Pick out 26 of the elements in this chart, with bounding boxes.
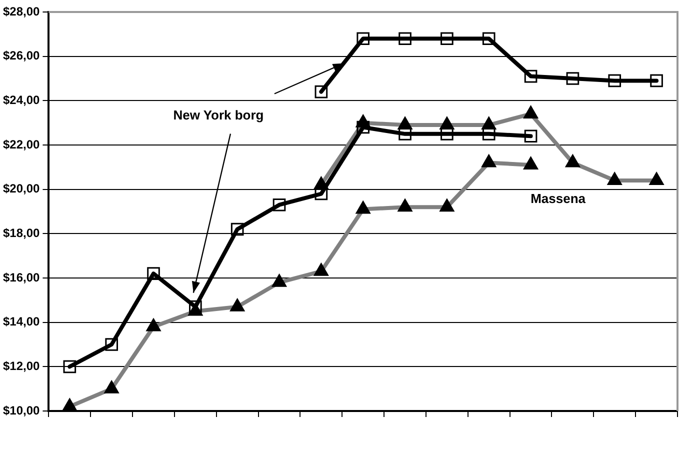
series-label: Massena	[530, 191, 586, 206]
point	[524, 130, 538, 143]
y-tick-label: $10,00	[3, 403, 40, 418]
y-tick-label: $16,00	[3, 270, 40, 284]
point	[566, 72, 580, 85]
text: New York borg	[173, 107, 264, 122]
y-tick-label: $26,00	[3, 48, 40, 63]
y-tick-label: $22,00	[3, 137, 40, 152]
point	[398, 32, 412, 46]
point	[314, 85, 328, 98]
y-tick-label: $28,00	[3, 4, 40, 18]
point	[314, 187, 328, 200]
y-tick-label: $18,00	[3, 226, 40, 240]
point	[230, 222, 244, 236]
point	[524, 70, 538, 83]
y-tick-label: $24,00	[3, 92, 40, 107]
point	[356, 32, 370, 46]
y-tick-label: $14,00	[3, 314, 40, 329]
point	[482, 128, 496, 140]
point	[440, 32, 454, 46]
point	[650, 74, 663, 88]
y-tick-label: $12,00	[3, 358, 40, 373]
point	[608, 74, 622, 88]
y-tick-label: $20,00	[3, 182, 40, 196]
point	[482, 32, 496, 46]
point	[272, 198, 286, 212]
